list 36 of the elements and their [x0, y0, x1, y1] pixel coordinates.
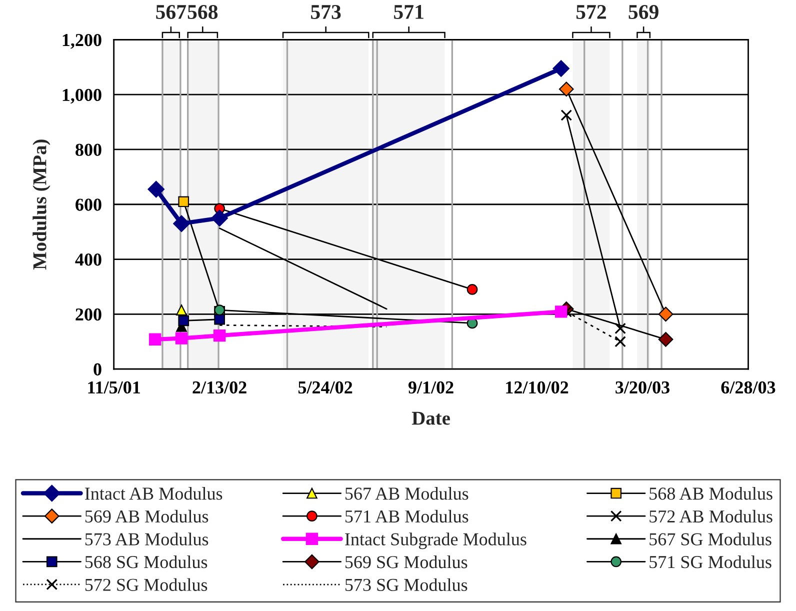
legend-label: Intact AB Modulus: [85, 487, 222, 500]
x-tick-label: 5/24/02: [298, 381, 352, 394]
y-tick-label: 200: [76, 308, 102, 321]
y-axis-title: Modulus (MPa): [32, 140, 50, 270]
legend-label: 572 SG Modulus: [85, 578, 208, 591]
legend-label: 567 AB Modulus: [345, 487, 468, 500]
x-axis-title: Date: [412, 412, 450, 425]
band-label: 572: [576, 5, 606, 20]
legend-label: 571 SG Modulus: [650, 555, 772, 568]
legend-label: 568 SG Modulus: [85, 555, 208, 568]
band-label: 573: [311, 5, 341, 20]
legend-label: 569 AB Modulus: [85, 510, 208, 523]
legend-label: 567 SG Modulus: [650, 532, 772, 546]
legend-label: 568 AB Modulus: [650, 487, 772, 500]
y-tick-label: 800: [76, 144, 102, 156]
x-tick-label: 3/20/03: [616, 381, 670, 394]
legend-label: 571 AB Modulus: [345, 510, 468, 523]
band-label: 568: [188, 4, 218, 20]
legend-label: 573 AB Modulus: [85, 532, 208, 546]
legend-label: 572 AB Modulus: [650, 510, 772, 523]
y-tick-label: 1,200: [62, 34, 102, 49]
x-tick-label: 9/1/02: [408, 381, 454, 394]
y-tick-label: 1,000: [62, 88, 102, 104]
y-tick-label: 0: [94, 363, 102, 376]
legend-label: Intact Subgrade Modulus: [345, 532, 526, 550]
x-tick-label: 12/10/02: [506, 381, 568, 394]
legend-label: 569 SG Modulus: [345, 556, 468, 568]
x-tick-label: 6/28/03: [721, 381, 776, 394]
y-tick-label: 600: [76, 198, 102, 211]
x-tick-label: 2/13/02: [192, 381, 246, 394]
x-tick-label: 11/5/01: [88, 381, 140, 394]
band-label: 567: [156, 5, 186, 20]
y-tick-label: 400: [75, 254, 102, 266]
band-label: 571: [394, 5, 424, 20]
legend-label: 573 SG Modulus: [345, 578, 468, 592]
band-label: 569: [628, 5, 658, 20]
